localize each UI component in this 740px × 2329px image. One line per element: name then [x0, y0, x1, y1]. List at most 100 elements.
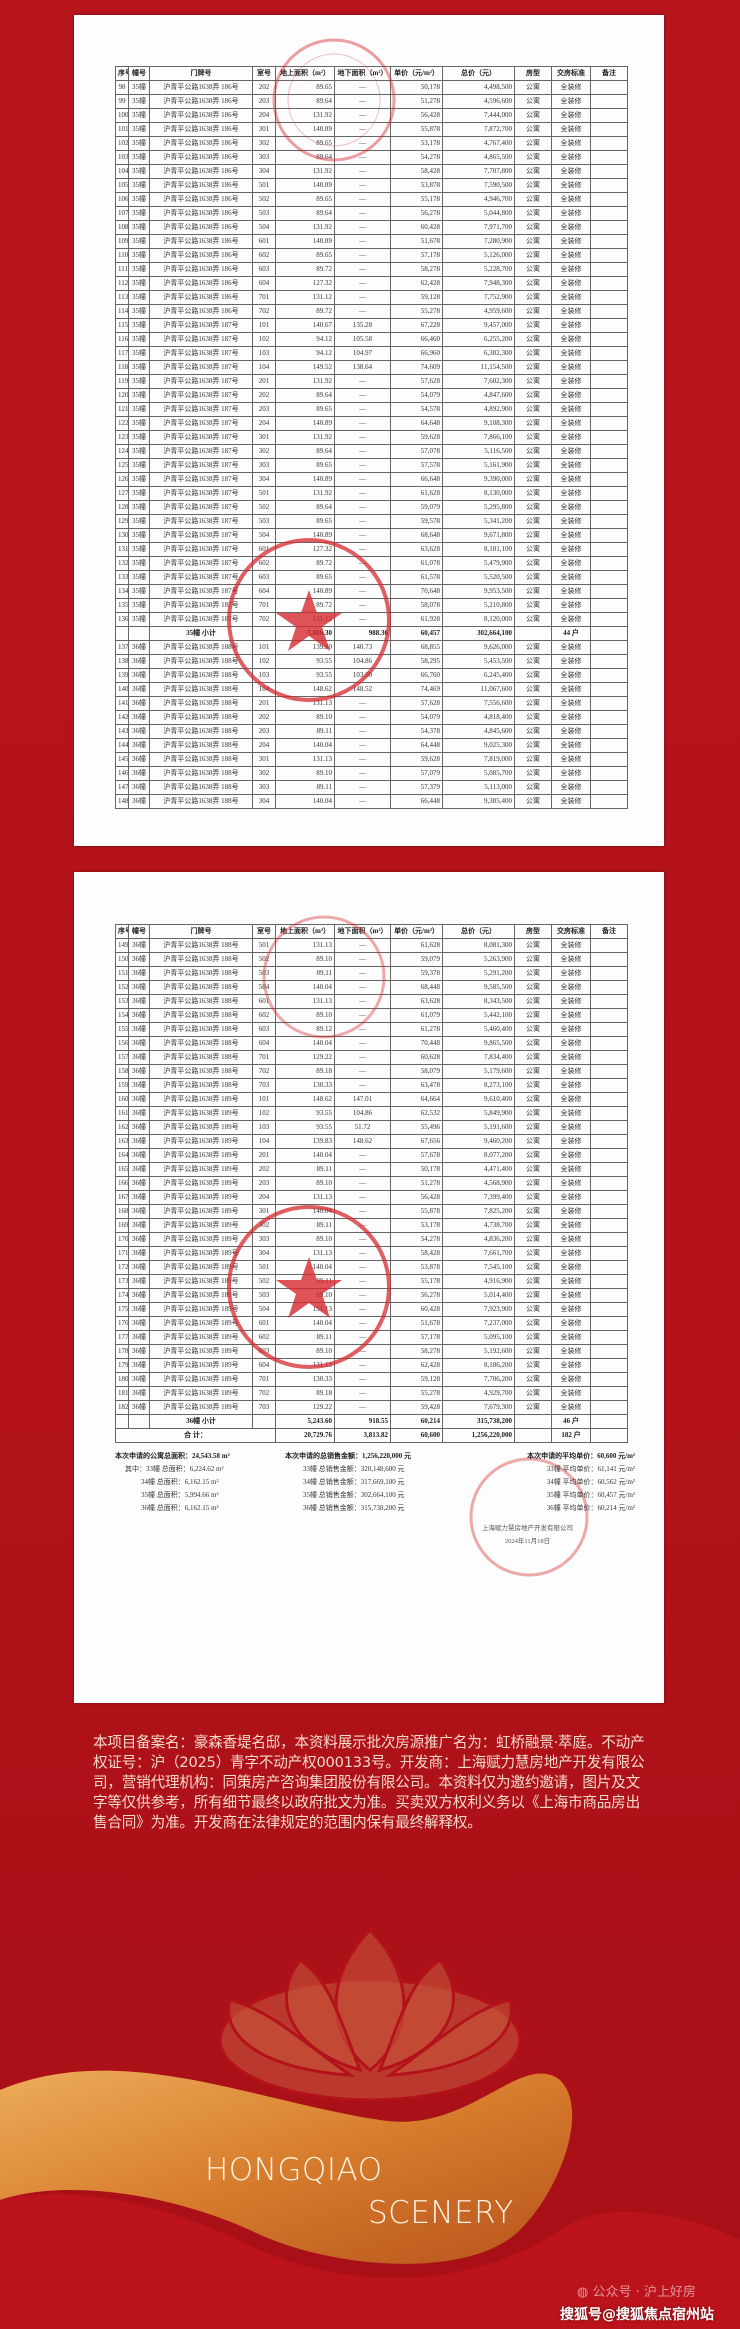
table-row: 163 36幢 沪青平公路1638弄 189号 104 139.83 148.62 67,6…: [115, 1134, 628, 1149]
table-cell: 203: [252, 94, 276, 109]
table-cell: 7,752,900: [442, 290, 515, 305]
table-cell: [590, 1078, 628, 1093]
table-cell: —: [334, 94, 391, 109]
table-cell: 全装修: [551, 1162, 591, 1177]
table-row: 133 35幢 沪青平公路1638弄 187号 603 89.65—61,578 5,52…: [115, 570, 628, 585]
table-cell: 全装修: [551, 346, 591, 361]
table-cell: 167: [115, 1190, 129, 1205]
table-cell: 140.89: [275, 178, 335, 193]
table-cell: 100: [115, 108, 129, 123]
table-cell: 131.13: [275, 994, 335, 1009]
table-cell: 164: [115, 1148, 129, 1163]
table-cell: 沪青平公路1638弄 187号: [149, 472, 253, 487]
table-cell: 全装修: [551, 276, 591, 291]
table-cell: —: [334, 696, 391, 711]
table-cell: 沪青平公路1638弄 189号: [149, 1358, 253, 1373]
table-cell: 全装修: [551, 612, 591, 627]
table-cell: 沪青平公路1638弄 188号: [149, 1050, 253, 1065]
table-cell: 36幢: [128, 1204, 150, 1219]
table-cell: 全装修: [551, 1078, 591, 1093]
table-cell: 36幢: [128, 1316, 150, 1331]
hongqiao-scenery-banner: [0, 1927, 740, 2329]
table-cell: 89.11: [275, 1218, 335, 1233]
table-cell: 全装修: [551, 1134, 591, 1149]
table-cell: 103.60: [334, 668, 391, 683]
table-cell: 全装修: [551, 1148, 591, 1163]
column-header: 序号: [115, 66, 129, 81]
table-cell: [590, 1148, 628, 1163]
table-cell: [590, 626, 628, 641]
table-cell: 55,278: [390, 304, 443, 319]
table-cell: [590, 1344, 628, 1359]
table-cell: 全装修: [551, 598, 591, 613]
table-cell: 5,243.60: [275, 1414, 335, 1429]
table-cell: 179: [115, 1358, 129, 1373]
table-cell: 36幢: [128, 994, 150, 1009]
table-cell: 全装修: [551, 780, 591, 795]
table-cell: [590, 192, 628, 207]
table-row: 124 35幢 沪青平公路1638弄 187号 302 89.64—57,078 5,11…: [115, 444, 628, 459]
table-cell: 公寓: [514, 122, 552, 137]
table-cell: 201: [252, 374, 276, 389]
table-cell: 51,678: [390, 234, 443, 249]
table-cell: 108: [115, 220, 129, 235]
disclaimer-text: 本项目备案名：豪森香堤名邸，本资料展示批次房源推广名为：虹桥融景·萃庭。不动产权…: [93, 1734, 645, 1831]
table-cell: 7,679,300: [442, 1400, 515, 1415]
table-cell: 35幢: [128, 472, 150, 487]
table-cell: 全装修: [551, 94, 591, 109]
table-cell: 130.33: [275, 1078, 335, 1093]
table-cell: 36幢: [128, 952, 150, 967]
column-header: 幢号: [128, 924, 150, 939]
table-cell: —: [334, 752, 391, 767]
table-cell: 4,738,700: [442, 1218, 515, 1233]
table-cell: 沪青平公路1638弄 186号: [149, 178, 253, 193]
table-cell: 178: [115, 1344, 129, 1359]
table-cell: [115, 1414, 129, 1429]
table-cell: 105: [115, 178, 129, 193]
table-cell: [590, 248, 628, 263]
table-cell: [590, 472, 628, 487]
table-cell: 99: [115, 94, 129, 109]
table-cell: [590, 1428, 628, 1443]
table-cell: 全装修: [551, 738, 591, 753]
table-cell: 134: [115, 584, 129, 599]
table-cell: 全装修: [551, 994, 591, 1009]
table-cell: 全装修: [551, 388, 591, 403]
table-cell: [590, 1120, 628, 1135]
table-cell: 36幢: [128, 1078, 150, 1093]
table-cell: 5,014,400: [442, 1288, 515, 1303]
table-cell: 58,295: [390, 654, 443, 669]
table-cell: 36幢: [128, 1106, 150, 1121]
table-cell: 沪青平公路1638弄 187号: [149, 430, 253, 445]
table-cell: —: [334, 206, 391, 221]
table-row: 137 36幢 沪青平公路1638弄 188号 101 139.80 140.73 68,8…: [115, 640, 628, 655]
table-cell: [590, 1288, 628, 1303]
table-cell: 沪青平公路1638弄 187号: [149, 332, 253, 347]
table-cell: 沪青平公路1638弄 189号: [149, 1190, 253, 1205]
table-cell: 56,278: [390, 206, 443, 221]
table-cell: —: [334, 402, 391, 417]
table-cell: 166: [115, 1176, 129, 1191]
table-cell: —: [334, 262, 391, 277]
table-cell: 5,295,800: [442, 500, 515, 515]
table-cell: 89.11: [275, 724, 335, 739]
table-cell: 公寓: [514, 304, 552, 319]
table-cell: —: [334, 500, 391, 515]
table-cell: —: [334, 1232, 391, 1247]
table-cell: 89.64: [275, 500, 335, 515]
table-cell: 全装修: [551, 766, 591, 781]
table-cell: 36幢: [128, 1400, 150, 1415]
table-cell: 5,228,700: [442, 262, 515, 277]
table-cell: 沪青平公路1638弄 186号: [149, 220, 253, 235]
table-cell: 沪青平公路1638弄 189号: [149, 1316, 253, 1331]
table-cell: 504: [252, 980, 276, 995]
table-cell: 公寓: [514, 668, 552, 683]
table-cell: [590, 1260, 628, 1275]
table-cell: 沪青平公路1638弄 189号: [149, 1092, 253, 1107]
table-cell: 131.13: [275, 1358, 335, 1373]
table-row: 132 35幢 沪青平公路1638弄 187号 602 89.72—61,078 5,47…: [115, 556, 628, 571]
table-cell: 172: [115, 1260, 129, 1275]
table-cell: 5,044,800: [442, 206, 515, 221]
table-cell: 62,532: [390, 1106, 443, 1121]
table-cell: 66,960: [390, 346, 443, 361]
